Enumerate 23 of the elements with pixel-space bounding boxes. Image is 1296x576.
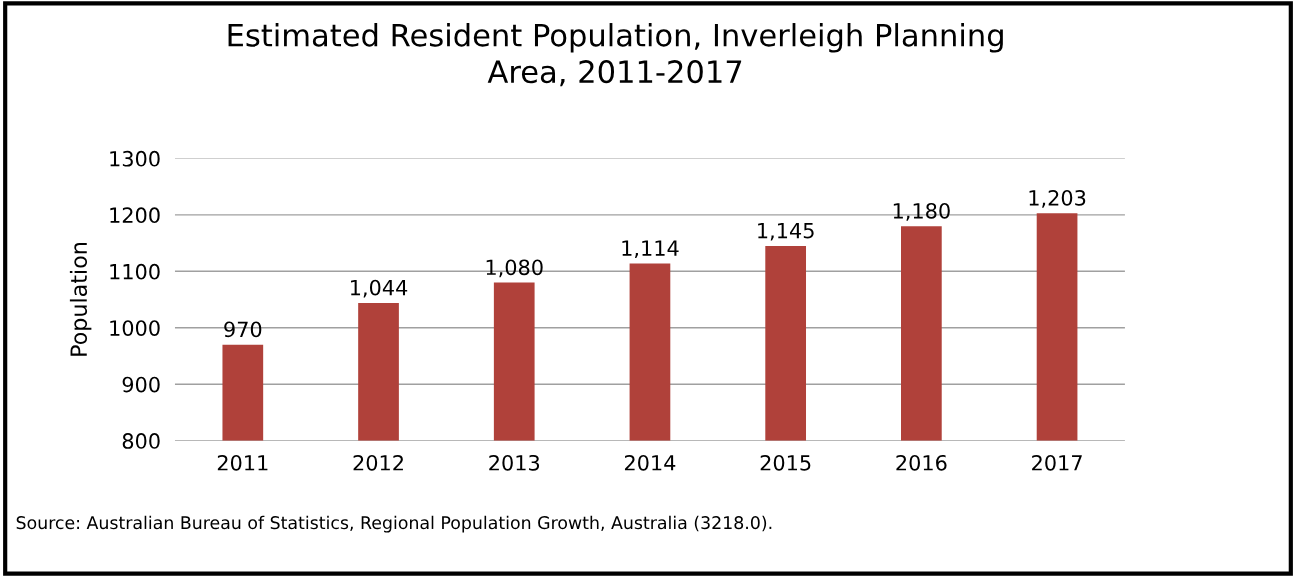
- y-tick-label: 1000: [110, 320, 160, 336]
- y-tick-label: 1300: [110, 150, 160, 167]
- data-label: 1,180: [893, 202, 950, 221]
- data-label: 1,145: [758, 222, 814, 241]
- y-tick-label: 800: [122, 433, 160, 449]
- y-axis-title: Population: [69, 243, 92, 356]
- y-tick-label: 1200: [110, 207, 160, 224]
- x-tick-label: 2012: [353, 454, 403, 471]
- x-tick-label: 2016: [896, 454, 947, 471]
- data-label: 970: [224, 321, 262, 338]
- x-tick-label: 2015: [760, 454, 811, 471]
- x-tick-label: 2014: [624, 454, 676, 471]
- y-tick-label: 1100: [110, 263, 160, 280]
- x-tick-label: 2013: [489, 454, 540, 471]
- x-tick-label: 2011: [217, 454, 268, 471]
- data-label: 1,203: [1029, 189, 1086, 208]
- data-label: 1,114: [622, 240, 679, 259]
- source-note: Source: Australian Bureau of Statistics, Regional Population Growth, Australia (3218.0).: [16, 515, 772, 533]
- y-tick-label: 900: [122, 376, 160, 393]
- x-tick-label: 2017: [1032, 454, 1082, 471]
- data-label: 1,080: [486, 259, 543, 278]
- chart-title: Estimated Resident Population, Inverleigh Planning Area, 2011-2017: [228, 23, 1003, 87]
- data-label: 1,044: [350, 279, 408, 298]
